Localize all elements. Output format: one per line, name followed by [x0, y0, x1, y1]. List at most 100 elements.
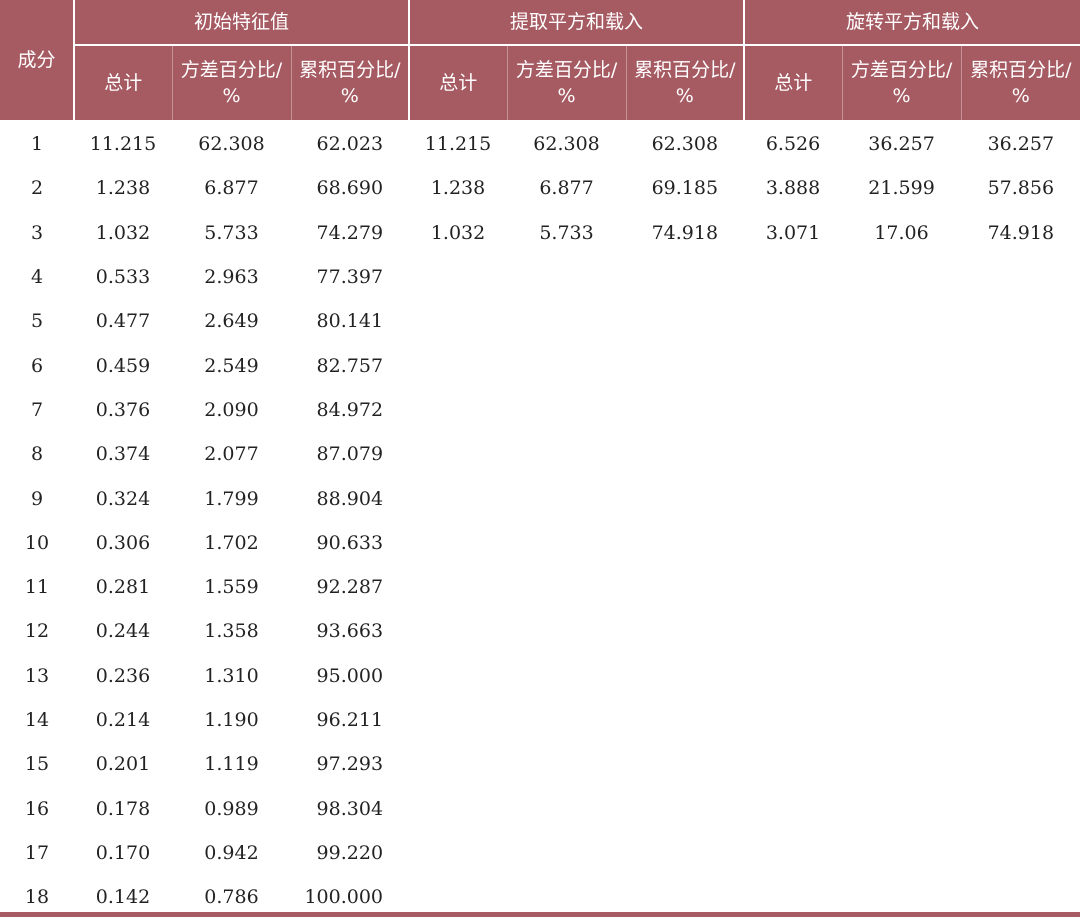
component-cell: 9	[30, 487, 44, 510]
extraction-variance-percent-cell	[507, 698, 626, 742]
component-cell: 3	[30, 221, 44, 244]
extraction-variance-percent-cell: 5.733	[539, 221, 594, 244]
initial-cumulative-percent-cell: 92.287	[316, 576, 384, 599]
initial-total-cell: 1.032	[95, 221, 151, 244]
extraction-total-cell	[409, 476, 507, 520]
sub-header-variance-percent: 方差百分比/ %	[172, 45, 292, 120]
extraction-variance-percent-cell	[507, 476, 626, 520]
initial-variance-percent-cell: 1.799	[204, 487, 259, 510]
component-cell: 10	[24, 531, 50, 554]
initial-total-cell: 0.244	[95, 620, 151, 643]
rotation-total-cell	[744, 565, 842, 609]
sub-header-total: 总计	[409, 45, 508, 120]
initial-total-cell: 11.215	[89, 133, 157, 156]
rotation-variance-percent-cell	[842, 654, 961, 698]
initial-cumulative-percent-cell: 99.220	[316, 841, 384, 864]
extraction-cumulative-percent-cell	[626, 343, 744, 387]
extraction-total-cell	[409, 698, 507, 742]
sub-header-total: 总计	[744, 45, 843, 120]
rotation-cumulative-percent-cell: 74.918	[987, 221, 1055, 244]
rotation-cumulative-percent-cell	[961, 476, 1080, 520]
initial-variance-percent-cell: 2.649	[204, 310, 259, 333]
initial-cumulative-percent-cell: 84.972	[316, 398, 384, 421]
initial-variance-percent-cell: 1.702	[204, 531, 259, 554]
table-bottom-rule	[0, 912, 1080, 917]
initial-variance-percent-cell: 0.786	[204, 886, 259, 909]
initial-total-cell: 0.178	[95, 797, 151, 820]
component-cell: 18	[24, 886, 50, 909]
extraction-variance-percent-cell	[507, 786, 626, 830]
initial-total-cell: 0.306	[95, 531, 151, 554]
extraction-cumulative-percent-cell	[626, 786, 744, 830]
rotation-total-cell	[744, 698, 842, 742]
table-row: 3 1.032 5.733 74.279 1.032 5.733 74.918 3.071 17…	[0, 211, 1080, 255]
table-row: 13 0.236 1.310 95.000	[0, 654, 1080, 698]
rotation-cumulative-percent-cell	[961, 742, 1080, 786]
rotation-variance-percent-cell: 36.257	[868, 133, 935, 156]
extraction-cumulative-percent-cell	[626, 698, 744, 742]
extraction-variance-percent-cell	[507, 432, 626, 476]
extraction-cumulative-percent-cell	[626, 565, 744, 609]
initial-total-cell: 0.477	[95, 310, 151, 333]
component-cell: 4	[30, 266, 44, 289]
component-cell: 8	[30, 443, 44, 466]
rotation-variance-percent-cell: 17.06	[874, 221, 929, 244]
rotation-variance-percent-cell	[842, 255, 961, 299]
extraction-total-cell	[409, 786, 507, 830]
rotation-variance-percent-cell	[842, 831, 961, 875]
rotation-cumulative-percent-cell	[961, 831, 1080, 875]
extraction-cumulative-percent-cell	[626, 742, 744, 786]
rotation-total-cell	[744, 654, 842, 698]
extraction-cumulative-percent-cell: 74.918	[651, 221, 719, 244]
initial-cumulative-percent-cell: 62.023	[316, 133, 384, 156]
rotation-cumulative-percent-cell	[961, 698, 1080, 742]
rotation-total-cell	[744, 343, 842, 387]
initial-variance-percent-cell: 1.559	[204, 576, 259, 599]
component-cell: 11	[24, 576, 50, 599]
initial-variance-percent-cell: 1.310	[204, 664, 259, 687]
rotation-cumulative-percent-cell	[961, 343, 1080, 387]
initial-cumulative-percent-cell: 100.000	[304, 886, 384, 909]
rotation-total-cell	[744, 742, 842, 786]
rotation-total-cell	[744, 831, 842, 875]
rotation-cumulative-percent-cell	[961, 521, 1080, 565]
table-body: 1 11.215 62.308 62.023 11.215 62.308 62.308 6.5…	[0, 120, 1080, 919]
sub-header-cumulative-percent: 累积百分比/ %	[626, 45, 746, 120]
table-row: 15 0.201 1.119 97.293	[0, 742, 1080, 786]
extraction-total-cell	[409, 255, 507, 299]
extraction-total-cell	[409, 565, 507, 609]
component-cell: 2	[30, 177, 44, 200]
initial-cumulative-percent-cell: 88.904	[316, 487, 384, 510]
rotation-cumulative-percent-cell: 36.257	[987, 133, 1055, 156]
table-row: 9 0.324 1.799 88.904	[0, 476, 1080, 520]
initial-total-cell: 0.324	[95, 487, 151, 510]
extraction-variance-percent-cell	[507, 609, 626, 653]
initial-variance-percent-cell: 1.358	[204, 620, 259, 643]
component-cell: 7	[30, 398, 44, 421]
table-row: 17 0.170 0.942 99.220	[0, 831, 1080, 875]
initial-variance-percent-cell: 2.090	[204, 398, 259, 421]
initial-cumulative-percent-cell: 77.397	[316, 266, 384, 289]
rotation-cumulative-percent-cell	[961, 654, 1080, 698]
extraction-total-cell	[409, 831, 507, 875]
extraction-variance-percent-cell	[507, 742, 626, 786]
table-row: 11 0.281 1.559 92.287	[0, 565, 1080, 609]
initial-cumulative-percent-cell: 87.079	[316, 443, 384, 466]
rotation-cumulative-percent-cell	[961, 609, 1080, 653]
extraction-total-cell	[409, 742, 507, 786]
component-cell: 6	[30, 354, 44, 377]
rotation-variance-percent-cell: 21.599	[868, 177, 935, 200]
rotation-variance-percent-cell	[842, 388, 961, 432]
rotation-cumulative-percent-cell	[961, 255, 1080, 299]
initial-total-cell: 1.238	[95, 177, 151, 200]
rotation-total-cell	[744, 476, 842, 520]
initial-cumulative-percent-cell: 93.663	[316, 620, 384, 643]
initial-total-cell: 0.374	[95, 443, 151, 466]
rotation-variance-percent-cell	[842, 698, 961, 742]
rotation-cumulative-percent-cell	[961, 432, 1080, 476]
initial-variance-percent-cell: 2.549	[204, 354, 259, 377]
extraction-variance-percent-cell	[507, 654, 626, 698]
rotation-variance-percent-cell	[842, 343, 961, 387]
rotation-total-cell	[744, 255, 842, 299]
initial-cumulative-percent-cell: 96.211	[316, 709, 384, 731]
